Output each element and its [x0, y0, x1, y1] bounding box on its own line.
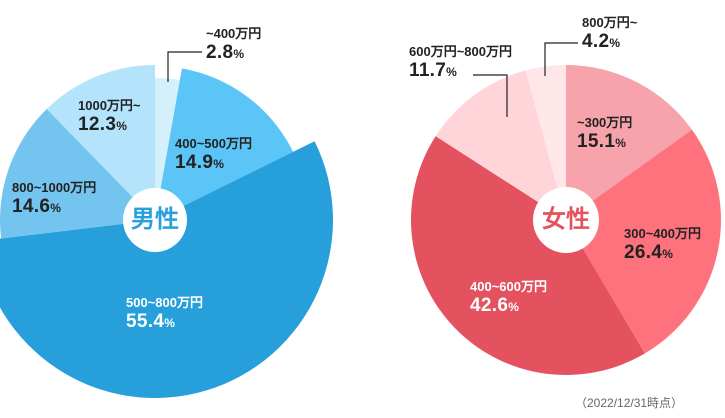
- leader-line-female-over-800: [544, 42, 578, 76]
- female-label-over-800: 800万円~ 4.2%: [582, 15, 638, 52]
- leader-line-female-600-800: [473, 74, 508, 117]
- pie-slice: [0, 109, 156, 239]
- male-label-400-500: 400~500万円 14.9%: [175, 136, 252, 173]
- female-label-600-800: 600万円~800万円 11.7%: [409, 44, 512, 81]
- as-of-date-footnote: （2022/12/31時点）: [575, 396, 684, 410]
- female-pie-chart: [411, 65, 721, 376]
- female-label-under-300: ~300万円 15.1%: [577, 115, 633, 152]
- pie-slice: [411, 136, 645, 376]
- female-center-label: 女性: [542, 206, 590, 233]
- male-label-800-1000: 800~1000万円 14.6%: [12, 180, 97, 217]
- male-center-hole: [123, 188, 187, 252]
- pie-slice: [566, 129, 721, 354]
- pie-slice: [155, 78, 180, 220]
- male-center-label: 男性: [131, 206, 179, 233]
- pie-slice: [0, 141, 333, 398]
- female-label-300-400: 300~400万円 26.4%: [624, 226, 701, 263]
- female-center-hole: [533, 187, 599, 253]
- pie-slice: [435, 70, 566, 220]
- pie-slice: [566, 65, 692, 220]
- leader-line-male-under-400: [167, 51, 202, 82]
- pie-slice: [525, 65, 566, 220]
- male-pie-chart: [0, 65, 333, 398]
- male-label-500-800: 500~800万円 55.4%: [126, 295, 203, 332]
- female-label-400-600: 400~600万円 42.6%: [470, 279, 547, 316]
- pie-slice: [155, 68, 294, 220]
- pie-slice: [46, 65, 155, 220]
- male-label-over-1000: 1000万円~ 12.3%: [78, 98, 141, 135]
- male-label-under-400: ~400万円 2.8%: [206, 26, 262, 63]
